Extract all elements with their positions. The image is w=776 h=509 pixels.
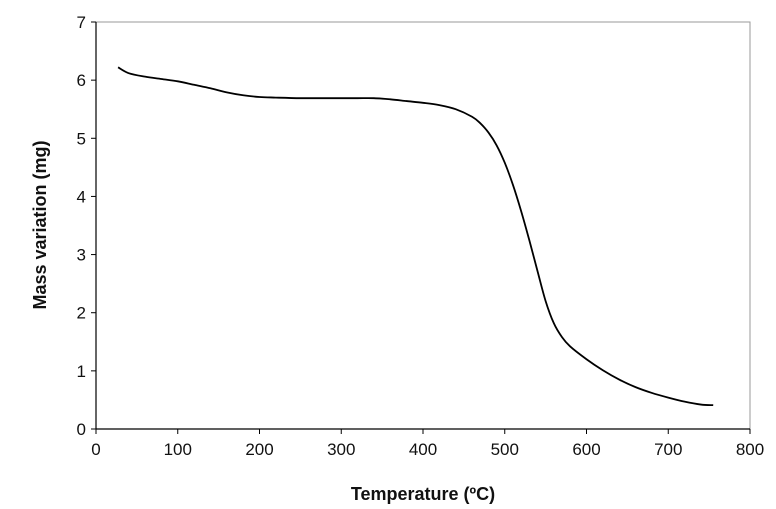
x-tick-label: 700	[654, 440, 682, 459]
y-tick-label: 7	[77, 13, 86, 32]
y-tick-label: 4	[77, 187, 86, 206]
ticks: 0 100 200 300 400 500 600 700 800 0 1 2 3 4 5 6 7	[77, 13, 765, 459]
x-tick-label: 400	[409, 440, 437, 459]
x-axis-label: Temperature (ºC)	[351, 484, 495, 504]
y-tick-label: 6	[77, 71, 86, 90]
y-tick-label: 5	[77, 129, 86, 148]
y-tick-label: 3	[77, 246, 86, 265]
plot-frame	[95, 21, 751, 430]
y-tick-label: 1	[77, 362, 86, 381]
series-layer	[117, 66, 714, 407]
y-tick-label: 0	[77, 420, 86, 439]
y-tick-label: 2	[77, 304, 86, 323]
x-tick-label: 300	[327, 440, 355, 459]
series-line	[117, 66, 714, 407]
x-tick-label: 100	[164, 440, 192, 459]
y-axis-label: Mass variation (mg)	[30, 140, 50, 309]
x-tick-label: 200	[245, 440, 273, 459]
x-tick-label: 500	[491, 440, 519, 459]
x-tick-label: 600	[572, 440, 600, 459]
x-tick-label: 800	[736, 440, 764, 459]
x-tick-label: 0	[91, 440, 100, 459]
